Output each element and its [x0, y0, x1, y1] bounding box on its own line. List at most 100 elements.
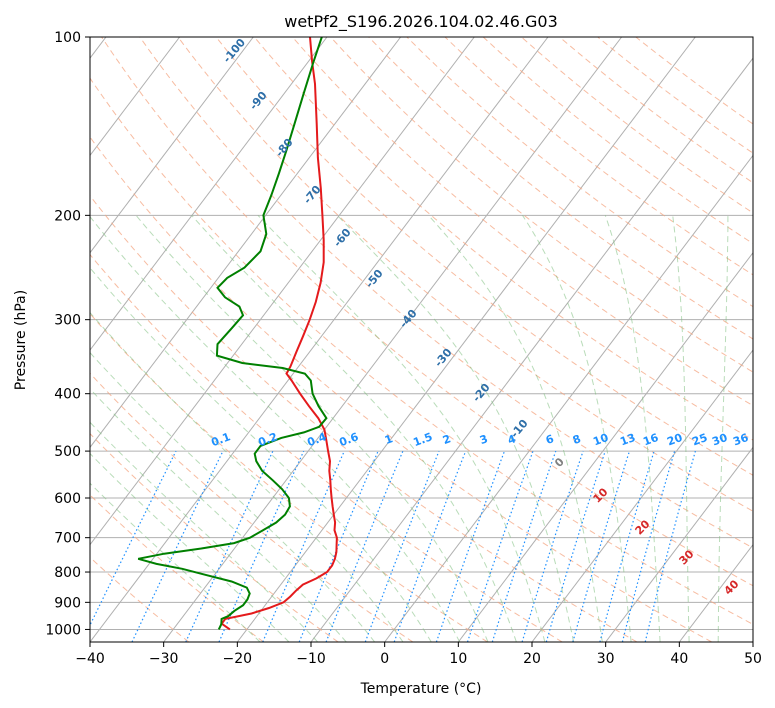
isotherm-line [90, 37, 254, 254]
mixing-ratio-label: 25 [690, 431, 709, 448]
dry-adiabat-label: -20 [470, 381, 493, 405]
mixing-ratio-label: 4 [506, 432, 518, 447]
mixing-ratio-line [521, 450, 584, 642]
dry-adiabat-label: -80 [273, 136, 296, 160]
isotherm-line [90, 37, 402, 449]
mixing-ratio-line [621, 450, 676, 642]
dry-adiabat-line [90, 77, 753, 625]
temperature-profile-line [220, 37, 338, 631]
moist-adiabat-line [336, 214, 575, 642]
dry-adiabat-line [559, 37, 753, 184]
mixing-ratio-label: 0.6 [337, 430, 360, 449]
y-tick-label: 700 [54, 531, 81, 547]
dry-adiabat-line [368, 37, 753, 340]
moist-adiabat-line [191, 214, 517, 642]
dry-adiabat-line [90, 432, 339, 642]
dry-adiabat-label: -40 [397, 307, 420, 331]
dry-adiabat-line [444, 37, 753, 276]
mixing-ratio-line [325, 450, 404, 642]
y-tick-label: 900 [54, 595, 81, 611]
moist-adiabat-line [90, 388, 347, 642]
dry-adiabat-line [635, 37, 753, 125]
y-tick-label: 200 [54, 208, 81, 224]
y-tick-label: 500 [54, 444, 81, 460]
moist-adiabat-line [257, 214, 546, 642]
isotherm-line [90, 37, 549, 642]
dry-adiabat-line [90, 194, 638, 642]
moist-adiabat-line [428, 214, 603, 642]
y-tick-label: 800 [54, 565, 81, 581]
dry-adiabat-label: -50 [363, 267, 386, 291]
x-tick-label: −20 [223, 651, 253, 667]
isotherm-line [236, 37, 696, 642]
moist-adiabat-line [90, 311, 404, 642]
x-tick-label: 30 [597, 651, 615, 667]
mixing-ratio-label: 1 [383, 432, 395, 447]
isotherm-line [163, 37, 623, 642]
x-tick-label: 10 [449, 651, 467, 667]
moist-adiabat-line [522, 215, 632, 642]
moist-adiabat-line [672, 215, 690, 642]
mixing-ratio-line [218, 450, 305, 642]
x-tick-label: 20 [523, 651, 541, 667]
moist-adiabat-label: 30 [677, 547, 697, 567]
dry-adiabat-line [406, 37, 753, 308]
mixing-ratio-line [393, 450, 467, 642]
x-tick-label: 50 [744, 651, 762, 667]
moist-adiabat-line [90, 421, 319, 642]
mixing-ratio-label: 30 [710, 431, 729, 449]
moist-adiabat-line [604, 215, 661, 642]
dry-adiabat-line [597, 37, 753, 154]
mixing-ratio-line [466, 450, 534, 642]
mixing-ratio-label: 1.5 [411, 430, 434, 449]
y-tick-label: 600 [54, 491, 81, 507]
x-tick-label: −30 [149, 651, 179, 667]
background-lines [90, 37, 753, 642]
mixing-ratio-line [90, 450, 177, 627]
moist-adiabat-line [90, 351, 376, 642]
mixing-ratio-label: 0.1 [209, 430, 232, 449]
y-axis: 100 200 300 400 500 600 700 800 900 1000 [45, 30, 90, 638]
moist-adiabat-line [717, 215, 729, 642]
mixing-ratio-label: 2 [441, 432, 453, 447]
x-tick-label: 0 [380, 651, 389, 667]
isotherm-line [90, 37, 475, 546]
y-tick-label: 400 [54, 387, 81, 403]
y-tick-label: 300 [54, 313, 81, 329]
dry-adiabat-line [90, 372, 414, 642]
dry-adiabat-label: -60 [331, 226, 354, 250]
mixing-ratio-line [491, 450, 557, 642]
dry-adiabat-line [177, 37, 753, 512]
dry-adiabat-line [215, 37, 753, 476]
moist-adiabat-line [90, 267, 432, 642]
y-tick-label: 100 [54, 30, 81, 46]
mixing-ratio-line [599, 450, 655, 642]
x-tick-label: 40 [670, 651, 688, 667]
mixing-ratio-line [545, 450, 606, 642]
x-tick-label: −10 [296, 651, 326, 667]
dry-adiabat-line [90, 253, 563, 642]
moist-adiabat-line [90, 482, 261, 642]
mixing-ratio-line [131, 450, 224, 642]
dewpoint-profile-line [137, 37, 328, 630]
mixing-ratio-label: 20 [665, 431, 684, 449]
dry-adiabat-line [253, 37, 753, 441]
dry-adiabat-line [292, 37, 753, 407]
mixing-ratio-line [572, 450, 631, 642]
mixing-ratio-line [364, 450, 440, 642]
isotherm-line [531, 349, 753, 642]
isotherm-line [605, 446, 753, 642]
isotherm-line [384, 154, 753, 642]
dry-adiabat-line [139, 37, 753, 549]
dry-adiabat-label: -100 [220, 36, 248, 66]
y-tick-label: 1000 [45, 622, 81, 638]
mixing-ratio-label: 3 [478, 432, 490, 447]
plot-frame [89, 36, 754, 643]
mixing-ratio-label: 6 [544, 432, 556, 447]
dry-adiabat-line [330, 37, 753, 373]
x-axis-title: Temperature (°C) [360, 681, 482, 697]
chart-title: wetPf2_S196.2026.104.02.46.G03 [284, 12, 558, 32]
moist-adiabat-label: 40 [722, 577, 742, 597]
mixing-ratio-label: 0.4 [305, 430, 328, 449]
mixing-ratio-label: 10 [591, 431, 610, 449]
